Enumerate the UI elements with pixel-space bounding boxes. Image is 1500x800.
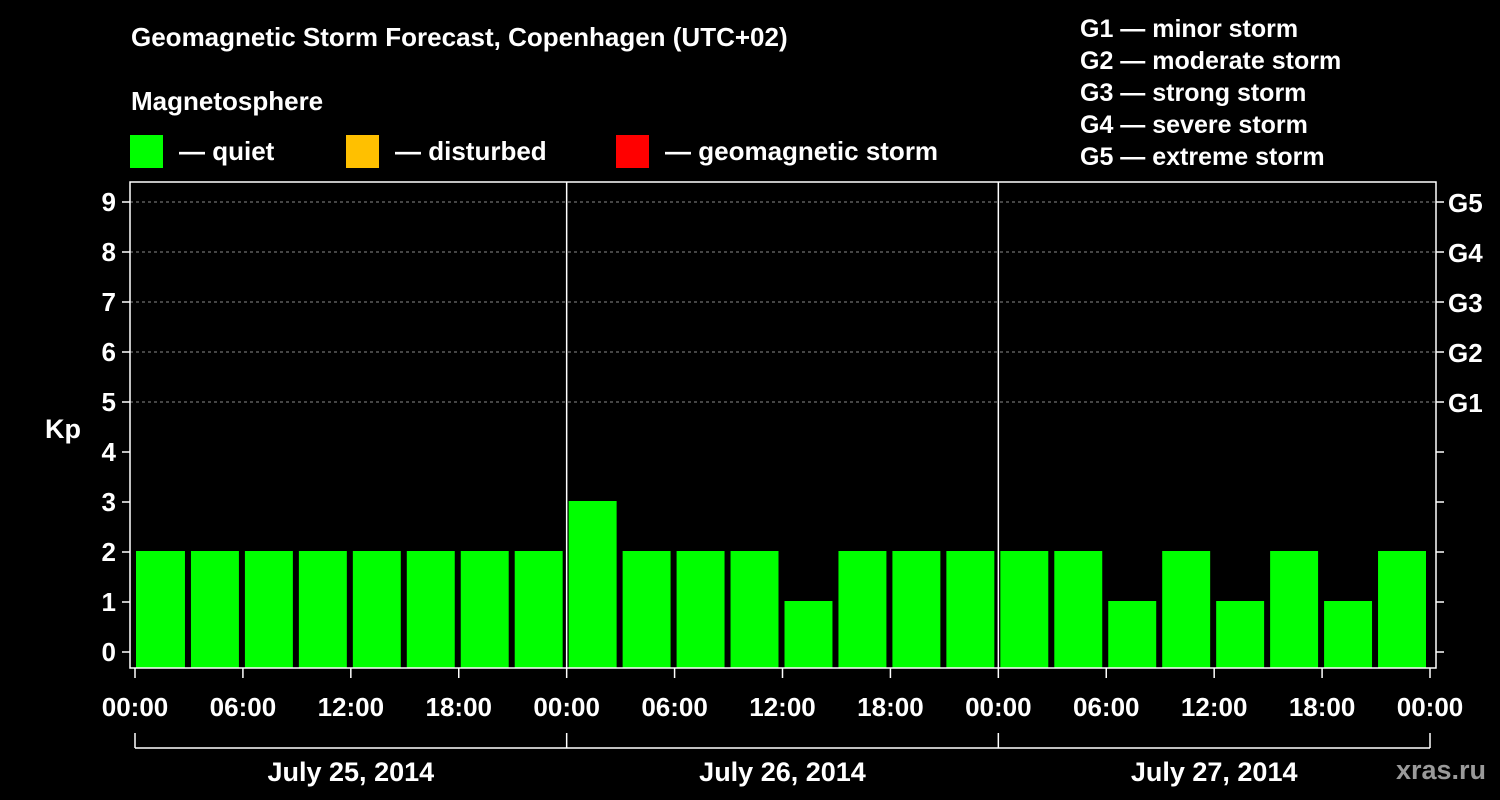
legend-heading: Magnetosphere: [131, 86, 324, 116]
right-axis-label-g4: G4: [1448, 238, 1483, 268]
date-label: July 26, 2014: [699, 757, 866, 787]
kp-bar: [244, 551, 293, 668]
kp-bar: [1162, 551, 1211, 668]
kp-bar: [946, 551, 995, 668]
y-tick-label: 9: [102, 187, 116, 217]
x-tick-label: 12:00: [318, 692, 385, 722]
watermark: xras.ru: [1395, 755, 1486, 785]
kp-bar: [838, 551, 887, 668]
x-tick-label: 06:00: [641, 692, 708, 722]
kp-bar: [1108, 601, 1157, 668]
y-axis-label: Kp: [45, 414, 81, 444]
kp-bar: [1054, 551, 1103, 668]
date-label: July 27, 2014: [1131, 757, 1298, 787]
legend-item-storm: — geomagnetic storm: [616, 134, 938, 168]
legend-label-disturbed: — disturbed: [395, 135, 547, 166]
kp-bar: [1270, 551, 1319, 668]
legend-item-quiet: — quiet: [130, 134, 274, 168]
x-tick-label: 18:00: [426, 692, 493, 722]
kp-bar: [460, 551, 509, 668]
kp-bar: [298, 551, 347, 668]
kp-bar: [352, 551, 401, 668]
kp-bar: [892, 551, 941, 668]
kp-bar: [1216, 601, 1265, 668]
kp-bar: [136, 551, 185, 668]
g-scale-g5: G5 — extreme storm: [1080, 143, 1325, 171]
legend-label-quiet: — quiet: [179, 135, 275, 166]
kp-bar: [190, 551, 239, 668]
y-tick-label: 5: [102, 387, 116, 417]
chart-title: Geomagnetic Storm Forecast, Copenhagen (…: [131, 22, 788, 52]
g-scale-g4: G4 — severe storm: [1080, 111, 1308, 139]
right-axis-label-g3: G3: [1448, 288, 1483, 318]
g-scale-g2: G2 — moderate storm: [1080, 47, 1342, 75]
kp-bar: [406, 551, 455, 668]
x-tick-label: 00:00: [533, 692, 600, 722]
kp-bar: [1378, 551, 1426, 668]
x-tick-label: 06:00: [210, 692, 277, 722]
g-scale-g1: G1 — minor storm: [1080, 15, 1299, 43]
y-tick-label: 1: [102, 587, 116, 617]
g-scale-g3: G3 — strong storm: [1080, 79, 1307, 107]
kp-bar: [1000, 551, 1049, 668]
kp-bar: [514, 551, 563, 668]
x-tick-label: 00:00: [102, 692, 169, 722]
date-label: July 25, 2014: [268, 757, 435, 787]
x-tick-label: 00:00: [1397, 692, 1464, 722]
y-tick-label: 6: [102, 337, 116, 367]
y-tick-label: 4: [102, 437, 117, 467]
kp-bar: [1324, 601, 1373, 668]
y-tick-label: 7: [102, 287, 116, 317]
legend-swatch-quiet: [130, 134, 163, 168]
kp-bar: [568, 501, 617, 668]
x-tick-label: 06:00: [1073, 692, 1140, 722]
x-tick-label: 00:00: [965, 692, 1032, 722]
kp-bar: [676, 551, 725, 668]
legend-swatch-storm: [616, 134, 649, 168]
y-tick-label: 8: [102, 237, 116, 267]
right-axis-label-g1: G1: [1448, 388, 1483, 418]
kp-bar: [622, 551, 671, 668]
y-tick-label: 2: [102, 537, 116, 567]
right-axis-label-g5: G5: [1448, 188, 1483, 218]
x-tick-label: 12:00: [1181, 692, 1248, 722]
y-tick-label: 3: [102, 487, 116, 517]
x-tick-label: 12:00: [749, 692, 816, 722]
legend-swatch-disturbed: [346, 134, 379, 168]
right-axis-label-g2: G2: [1448, 338, 1483, 368]
x-tick-label: 18:00: [857, 692, 924, 722]
y-tick-label: 0: [102, 637, 116, 667]
kp-bar: [784, 601, 833, 668]
kp-bar: [730, 551, 779, 668]
legend-label-storm: — geomagnetic storm: [665, 135, 939, 166]
legend-item-disturbed: — disturbed: [346, 134, 547, 168]
x-tick-label: 18:00: [1289, 692, 1356, 722]
